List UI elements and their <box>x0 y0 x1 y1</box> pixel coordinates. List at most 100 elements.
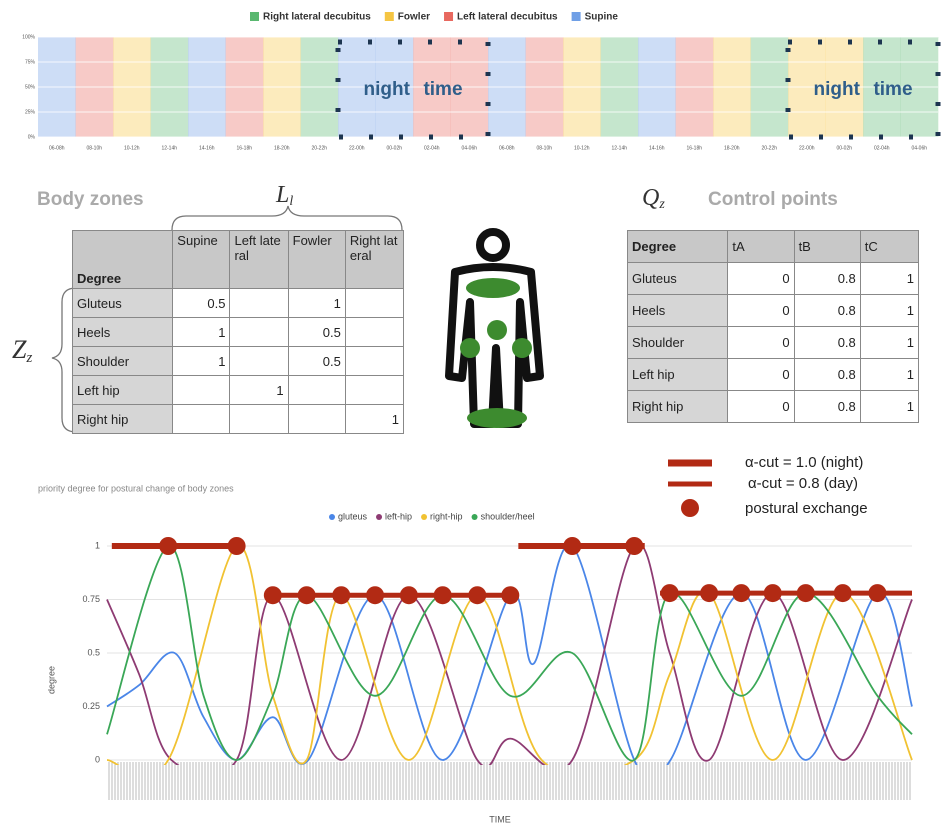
cell: 1 <box>860 359 918 391</box>
cell: 0.5 <box>173 289 230 318</box>
cell <box>345 289 403 318</box>
exchange-point <box>366 586 384 604</box>
header-cell: Right lateral <box>345 231 403 289</box>
row-label: Heels <box>73 318 173 347</box>
exchange-point <box>661 584 679 602</box>
header-cell: Degree <box>73 231 173 289</box>
symbol-main: L <box>275 182 289 208</box>
symbol-main: Z <box>12 335 27 364</box>
cell <box>230 289 288 318</box>
math-symbol: Zz <box>12 335 32 366</box>
cell: 1 <box>860 327 918 359</box>
legend-marker <box>472 514 478 520</box>
cell: 0.8 <box>794 263 860 295</box>
row-label: Heels <box>628 295 728 327</box>
row-label: Left hip <box>628 359 728 391</box>
exchange-point <box>834 584 852 602</box>
legend-marker <box>421 514 427 520</box>
cell: 0.5 <box>288 347 345 376</box>
legend-label: postural exchange <box>745 500 868 517</box>
header-cell: Supine <box>173 231 230 289</box>
cell <box>345 318 403 347</box>
cell: 1 <box>860 295 918 327</box>
cell <box>345 376 403 405</box>
y-tick-label: 0.5 <box>87 647 100 657</box>
row-label: Right hip <box>73 405 173 434</box>
x-tick-label: 02-04h <box>424 145 440 151</box>
legend-marker <box>681 499 699 517</box>
annotation: night <box>364 79 411 100</box>
exchange-point <box>159 537 177 555</box>
legend-label: Left lateral decubitus <box>457 12 558 23</box>
y-tick-label: 25% <box>25 109 36 115</box>
cell: 0.8 <box>794 327 860 359</box>
series-line <box>107 545 912 784</box>
y-tick-label: 0.25 <box>82 701 100 711</box>
annotation: time <box>423 79 462 100</box>
x-tick-label: 04-06h <box>461 145 477 151</box>
row-label: Gluteus <box>628 263 728 295</box>
exchange-point <box>501 586 519 604</box>
exchange-point <box>434 586 452 604</box>
cell <box>288 376 345 405</box>
x-tick-label: 18-20h <box>724 145 740 151</box>
cell: 1 <box>345 405 403 434</box>
cell: 0.8 <box>794 359 860 391</box>
cell: 0 <box>728 295 794 327</box>
legend-label: Right lateral decubitus <box>263 12 371 23</box>
cell: 0.8 <box>794 295 860 327</box>
y-tick-label: 50% <box>25 84 36 90</box>
exchange-point <box>468 586 486 604</box>
symbol-main: Q <box>642 185 659 211</box>
cell: 0.5 <box>288 318 345 347</box>
table-row: Heels1 0.5 <box>73 318 404 347</box>
row-label: Shoulder <box>73 347 173 376</box>
cell <box>173 405 230 434</box>
annotation: time <box>873 79 912 100</box>
table-row: Left hip00.81 <box>628 359 919 391</box>
symbol-sub: z <box>25 350 32 366</box>
legend-marker <box>376 514 382 520</box>
section-title: Body zones <box>37 189 144 210</box>
exchange-point <box>563 537 581 555</box>
legend-label: gluteus <box>338 511 368 521</box>
x-tick-label: 20-22h <box>311 145 327 151</box>
legend-label: Supine <box>585 12 619 23</box>
y-tick-label: 0 <box>95 754 100 764</box>
annotation: night <box>814 79 861 100</box>
cell: 1 <box>173 318 230 347</box>
header-cell: tC <box>860 231 918 263</box>
header-cell: tB <box>794 231 860 263</box>
x-tick-label: 06-08h <box>499 145 515 151</box>
symbol-sub: z <box>658 197 665 212</box>
cell: 1 <box>860 263 918 295</box>
legend-label: left-hip <box>385 511 412 521</box>
row-label: Gluteus <box>73 289 173 318</box>
body-figure <box>449 232 540 428</box>
cell: 0 <box>728 263 794 295</box>
cell: 1 <box>230 376 288 405</box>
cell <box>173 376 230 405</box>
exchange-point <box>868 584 886 602</box>
x-tick-label: 04-06h <box>911 145 927 151</box>
cell <box>230 405 288 434</box>
cell: 0 <box>728 359 794 391</box>
exchange-point <box>332 586 350 604</box>
exchange-point <box>797 584 815 602</box>
header-cell: Fowler <box>288 231 345 289</box>
x-tick-label: 16-18h <box>236 145 252 151</box>
cell <box>345 347 403 376</box>
legend-swatch <box>572 12 581 21</box>
legend-swatch <box>444 12 453 21</box>
x-tick-label: 06-08h <box>49 145 65 151</box>
exchange-point <box>298 586 316 604</box>
y-tick-label: 75% <box>25 59 36 65</box>
x-tick-label: 20-22h <box>761 145 777 151</box>
cell: 1 <box>860 391 918 423</box>
y-tick-label: 100% <box>22 34 35 40</box>
exchange-point <box>264 586 282 604</box>
